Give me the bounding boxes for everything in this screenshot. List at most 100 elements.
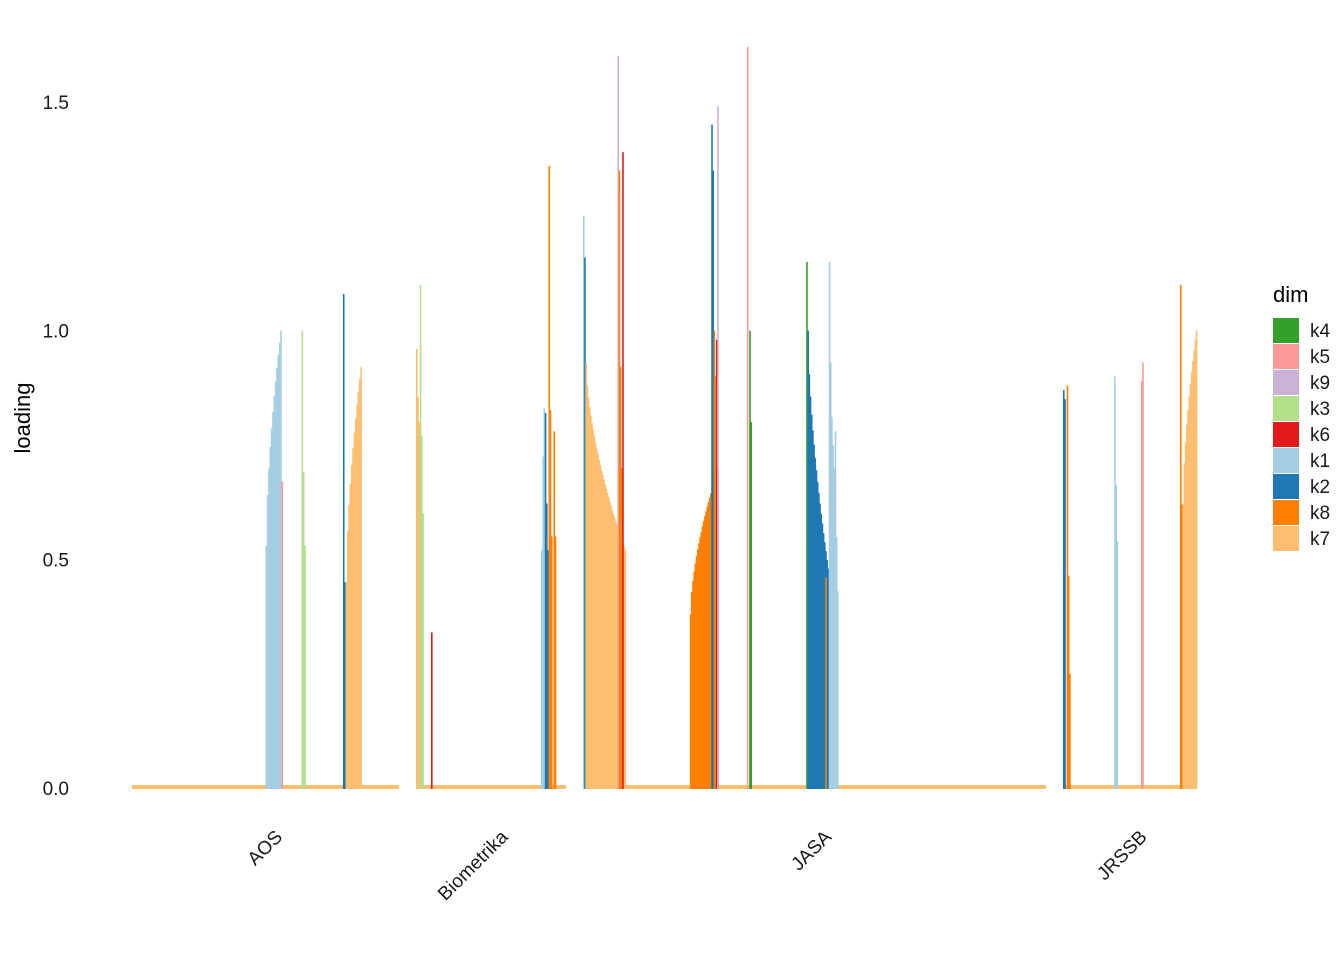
y-axis: loading 0.0 0.5 1.0 1.5 bbox=[10, 93, 69, 800]
bar-k7 bbox=[607, 497, 610, 789]
bar-k7 bbox=[353, 432, 356, 789]
legend-item-k9: k9 bbox=[1273, 370, 1330, 395]
bar-k7 bbox=[1187, 409, 1189, 789]
bar-k8 bbox=[693, 571, 696, 789]
legend-item-k3: k3 bbox=[1273, 396, 1330, 421]
bar-k1 bbox=[583, 216, 585, 790]
bar-k8 bbox=[551, 536, 553, 789]
bar-k7 bbox=[1194, 340, 1197, 789]
bar-k7 bbox=[591, 423, 593, 789]
bar-k2 bbox=[544, 412, 547, 789]
bar-k2 bbox=[819, 503, 821, 789]
bar-k7 bbox=[1192, 360, 1194, 789]
legend-item-k2: k2 bbox=[1273, 474, 1330, 499]
bar-k6 bbox=[622, 152, 624, 789]
bar-k2 bbox=[814, 457, 817, 789]
bar-k5 bbox=[746, 47, 749, 789]
legend-swatch bbox=[1273, 344, 1299, 369]
bar-k8 bbox=[553, 431, 556, 789]
bar-k1 bbox=[265, 545, 268, 789]
bar-k7 bbox=[357, 391, 360, 789]
bar-k8 bbox=[1069, 673, 1071, 789]
bar-k7 bbox=[346, 531, 349, 789]
bar-k8 bbox=[1066, 385, 1069, 789]
y-tick-label: 1.0 bbox=[43, 322, 69, 343]
bar-k2 bbox=[808, 374, 811, 789]
legend-label: k4 bbox=[1310, 321, 1331, 342]
legend-swatch bbox=[1273, 396, 1299, 421]
legend-swatch bbox=[1273, 318, 1299, 343]
bar-k8 bbox=[706, 506, 709, 789]
legend-swatch bbox=[1273, 422, 1299, 447]
bar-k7 bbox=[606, 492, 609, 789]
bar-k8 bbox=[694, 563, 697, 789]
x-axis: AOS Biometrika JASA JRSSB bbox=[244, 826, 1152, 905]
bar-k7 bbox=[603, 479, 605, 789]
bar-k8 bbox=[1179, 284, 1182, 789]
bar-k8 bbox=[710, 493, 712, 789]
bar-k8 bbox=[698, 543, 700, 789]
bar-k9 bbox=[717, 106, 719, 789]
bar-k1 bbox=[266, 494, 269, 789]
bar-k8 bbox=[825, 577, 827, 789]
bar-k1 bbox=[270, 428, 273, 789]
bar-k1 bbox=[269, 446, 272, 789]
bar-k7 bbox=[610, 505, 612, 789]
bar-k2 bbox=[546, 503, 548, 789]
bar-k1 bbox=[831, 417, 833, 789]
bar-k8 bbox=[548, 165, 551, 789]
bar-k8 bbox=[714, 376, 717, 789]
bar-k7 bbox=[590, 415, 592, 789]
bar-k2 bbox=[812, 430, 814, 789]
bar-k8 bbox=[696, 549, 699, 789]
legend-swatch bbox=[1273, 370, 1299, 395]
bar-k8 bbox=[618, 170, 621, 789]
bar-k2 bbox=[547, 550, 549, 789]
y-axis-title: loading bbox=[10, 383, 35, 454]
bar-k7 bbox=[360, 367, 362, 789]
bar-k2 bbox=[827, 568, 830, 789]
bar-k4 bbox=[806, 261, 808, 790]
facet-jrssb bbox=[1063, 284, 1198, 789]
legend-label: k1 bbox=[1310, 451, 1330, 472]
bar-k4 bbox=[750, 422, 752, 789]
legend-item-k6: k6 bbox=[1273, 422, 1330, 447]
bar-k7 bbox=[1184, 441, 1187, 789]
legend-title: dim bbox=[1273, 282, 1308, 307]
bar-k8 bbox=[692, 580, 694, 789]
bar-k7 bbox=[349, 483, 352, 789]
bar-k3 bbox=[304, 545, 306, 789]
facet-aos bbox=[132, 294, 399, 789]
bar-k1 bbox=[280, 330, 282, 789]
bar-k8 bbox=[713, 330, 716, 789]
y-tick-label: 1.5 bbox=[43, 93, 69, 114]
bar-k2 bbox=[342, 294, 345, 789]
legend-label: k9 bbox=[1310, 373, 1330, 394]
bar-k7 bbox=[354, 418, 357, 789]
bar-k8 bbox=[704, 516, 706, 789]
bar-k2 bbox=[813, 444, 815, 789]
bar-k1 bbox=[834, 431, 837, 789]
bar-k7 bbox=[1189, 383, 1192, 789]
bar-k2 bbox=[824, 542, 826, 789]
bar-k8 bbox=[707, 502, 710, 789]
legend-item-k1: k1 bbox=[1273, 448, 1330, 473]
bar-k2 bbox=[821, 523, 824, 789]
bar-k7 bbox=[1183, 463, 1186, 789]
bar-k7 bbox=[605, 488, 608, 789]
bar-k3 bbox=[419, 284, 422, 789]
bar-k2 bbox=[712, 170, 714, 789]
bar-k2 bbox=[807, 330, 809, 789]
bar-k7 bbox=[586, 385, 589, 789]
bar-k7 bbox=[348, 504, 350, 789]
y-tick-label: 0.5 bbox=[43, 550, 69, 571]
bar-k1 bbox=[1115, 484, 1117, 789]
bar-k9 bbox=[617, 56, 620, 789]
legend-label: k7 bbox=[1310, 529, 1330, 550]
baseline-bar bbox=[1063, 785, 1197, 789]
bar-k7 bbox=[417, 397, 419, 789]
bar-k7 bbox=[623, 546, 625, 789]
bar-k8 bbox=[689, 614, 692, 789]
bar-k2 bbox=[344, 582, 346, 789]
